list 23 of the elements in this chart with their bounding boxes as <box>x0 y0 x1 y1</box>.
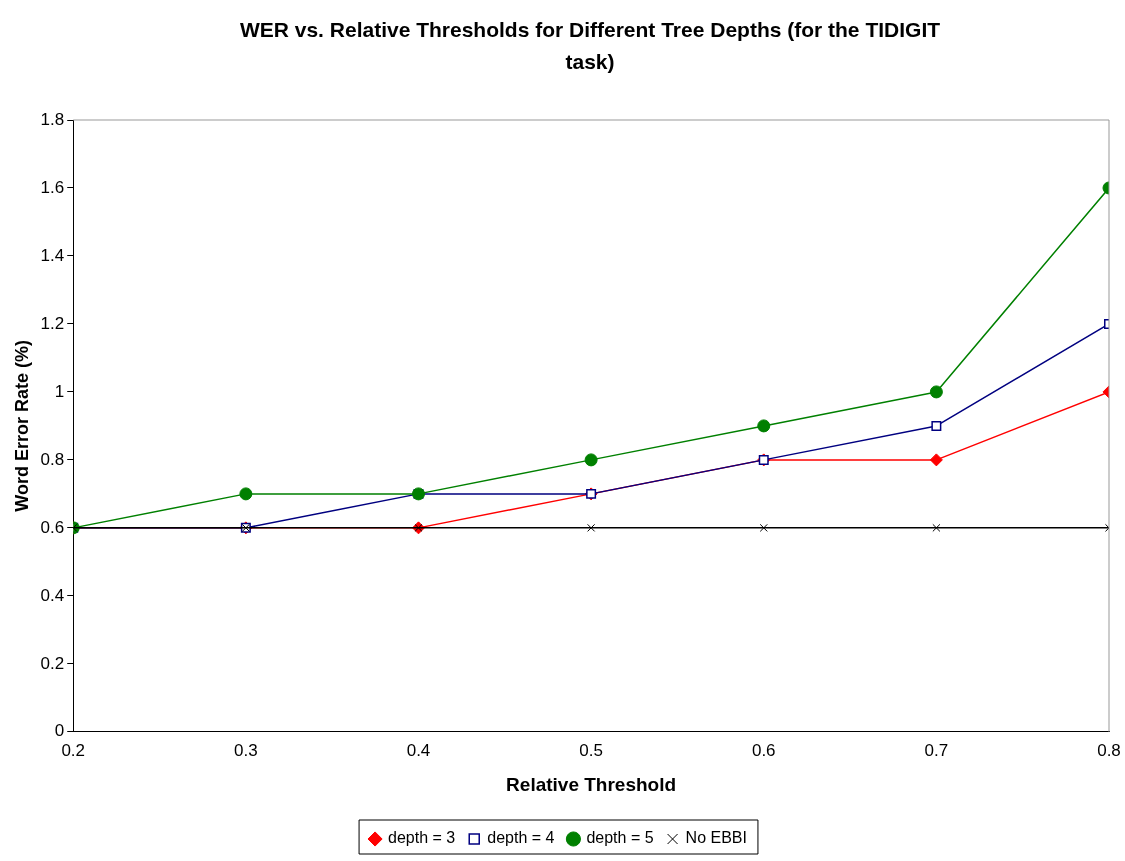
chart-title: WER vs. Relative Thresholds for Different Tree Depths (for the TIDIGIT task) <box>238 17 942 75</box>
y-tick-label: 1 <box>54 381 65 401</box>
x-tick-label: 0.7 <box>924 740 949 760</box>
x-tick-label: 0.5 <box>579 740 603 760</box>
y-tick-label: 0.8 <box>40 449 65 469</box>
legend-label: depth = 4 <box>487 829 555 847</box>
x-tick-label: 0.8 <box>1097 740 1121 760</box>
x-tick-label: 0.4 <box>406 740 431 760</box>
x-tick-label: 0.3 <box>234 740 258 760</box>
y-tick-label: 1.2 <box>40 313 65 333</box>
y-tick-label: 1.8 <box>40 109 65 129</box>
y-tick-label: 1.4 <box>40 245 65 265</box>
y-tick-label: 0.2 <box>40 653 65 673</box>
y-tick-label: 0.6 <box>40 517 65 537</box>
legend-label: depth = 3 <box>388 829 456 847</box>
legend-label: No EBBI <box>685 829 747 847</box>
legend-label: depth = 5 <box>586 829 654 847</box>
y-tick-label: 1.6 <box>40 177 65 197</box>
y-axis-title: Word Error Rate (%) <box>11 340 32 512</box>
y-tick-label: 0.4 <box>40 585 65 605</box>
y-tick-label: 0 <box>54 721 65 741</box>
x-axis-title: Relative Threshold <box>506 773 677 795</box>
x-tick-label: 0.6 <box>751 740 776 760</box>
